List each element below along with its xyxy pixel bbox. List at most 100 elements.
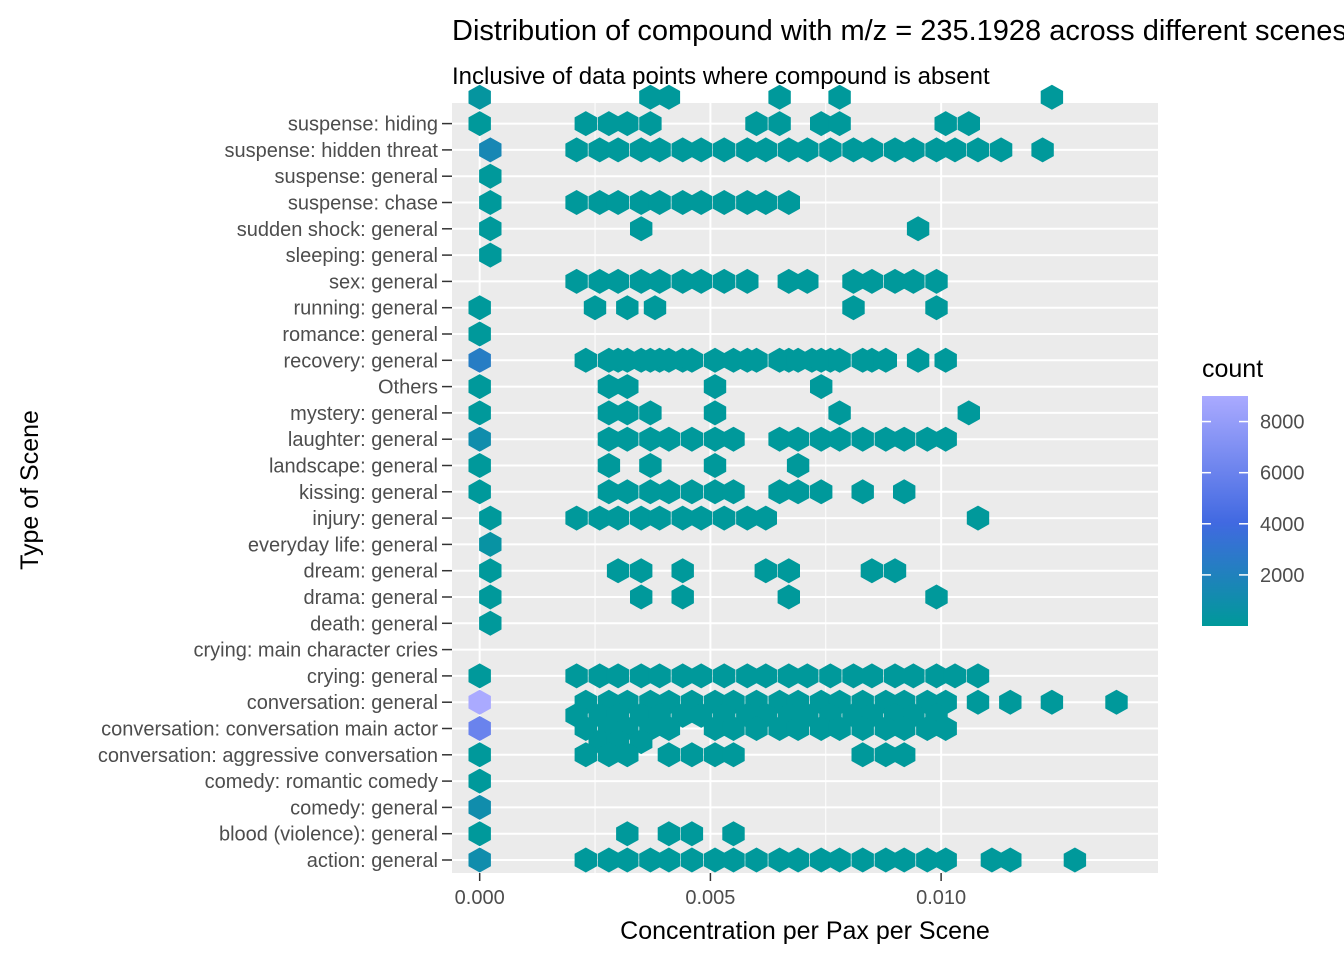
hex-bin — [722, 821, 745, 847]
hex-bin — [468, 84, 491, 110]
hex-bin — [630, 137, 653, 163]
hex-bin — [690, 268, 713, 294]
x-axis-title: Concentration per Pax per Scene — [620, 917, 990, 945]
hex-bin — [713, 663, 736, 689]
hex-bin — [722, 716, 745, 741]
hex-bin — [828, 111, 851, 137]
hex-bin — [630, 558, 653, 584]
hex-bin — [657, 716, 681, 741]
hex-bin — [893, 847, 916, 873]
hex-bin — [657, 847, 681, 873]
hex-bin — [943, 663, 967, 689]
hex-bin — [1040, 689, 1064, 715]
hex-bin — [703, 426, 727, 452]
y-tick-label: comedy: romantic comedy — [205, 771, 438, 793]
hex-bin — [648, 268, 671, 294]
hex-bin — [925, 295, 948, 321]
hex-bin — [906, 216, 930, 242]
hex-bin — [468, 453, 491, 478]
hex-bin — [468, 374, 491, 400]
chart-title: Distribution of compound with m/z = 235.… — [452, 15, 1344, 47]
y-tick-label: sleeping: general — [286, 245, 438, 267]
hex-bin — [639, 479, 662, 505]
y-tick-label: recovery: general — [283, 350, 438, 372]
hex-bin — [588, 137, 611, 163]
hex-bin — [468, 821, 491, 847]
hex-bin — [630, 268, 653, 294]
legend-colorbar — [1202, 396, 1248, 626]
hex-bin — [583, 295, 607, 321]
hex-bin — [860, 268, 884, 294]
hex-bin — [639, 84, 662, 110]
hex-bin — [671, 268, 694, 294]
hex-bin — [468, 426, 491, 452]
hex-bin — [828, 847, 851, 873]
hex-bin — [828, 84, 851, 110]
hex-bin — [588, 663, 611, 689]
hex-bin — [597, 847, 621, 873]
hex-bin — [643, 295, 667, 321]
hex-bin — [906, 347, 930, 373]
hex-bin — [468, 794, 491, 820]
hex-bin — [966, 689, 990, 715]
hex-bin — [574, 347, 597, 373]
hex-bin — [810, 847, 833, 873]
hex-bin — [597, 453, 621, 478]
hex-bin — [468, 847, 491, 873]
hex-bin — [925, 663, 948, 689]
hex-bin — [648, 663, 671, 689]
hex-bin — [736, 663, 759, 689]
hex-bin — [980, 847, 1004, 873]
hex-bin — [690, 663, 713, 689]
hex-bin — [819, 663, 842, 689]
hex-bin — [565, 268, 588, 294]
hex-bin — [893, 742, 916, 768]
hex-bin — [842, 295, 865, 321]
x-tick-label: 0.010 — [916, 887, 966, 909]
hex-bin — [874, 347, 897, 373]
hex-bin — [902, 663, 925, 689]
hex-bin — [703, 400, 727, 426]
hex-bin — [588, 505, 611, 531]
hex-bin — [671, 558, 694, 584]
hex-bin — [796, 137, 819, 163]
hex-bin — [999, 689, 1022, 715]
hex-bin — [934, 347, 957, 373]
hex-bin — [639, 426, 662, 452]
hex-bin — [1063, 847, 1087, 873]
hex-bin — [630, 190, 653, 215]
x-tick-labels: 0.000 0.005 0.010 — [455, 873, 966, 909]
hex-bin — [468, 663, 491, 689]
hex-bin — [745, 111, 768, 137]
hex-bin — [671, 505, 694, 531]
hex-bin — [893, 479, 916, 505]
hex-bin — [597, 374, 621, 400]
hex-bin — [943, 137, 967, 163]
hex-bin — [657, 821, 681, 847]
hex-bin — [828, 347, 851, 373]
hex-bin — [565, 137, 588, 163]
hex-bin — [597, 479, 621, 505]
hex-bin — [777, 558, 800, 584]
hex-bin — [786, 453, 810, 478]
hex-bin — [722, 742, 745, 768]
hex-bin — [639, 453, 662, 478]
hex-bin — [479, 531, 502, 557]
hex-bin — [680, 742, 704, 768]
hex-bin — [713, 268, 736, 294]
hex-bin — [468, 689, 491, 715]
hex-bin — [934, 111, 957, 137]
hex-bin — [1105, 689, 1128, 715]
hex-bin — [916, 847, 939, 873]
hex-bin — [874, 426, 897, 452]
hex-bin — [616, 111, 639, 137]
hex-bin — [616, 821, 639, 847]
hex-bin — [722, 347, 745, 373]
hex-bin — [957, 111, 980, 137]
hex-bin — [999, 847, 1022, 873]
hex-bin — [606, 558, 630, 584]
hex-bin — [616, 374, 639, 400]
hex-bin — [796, 268, 819, 294]
hex-bin — [745, 847, 768, 873]
